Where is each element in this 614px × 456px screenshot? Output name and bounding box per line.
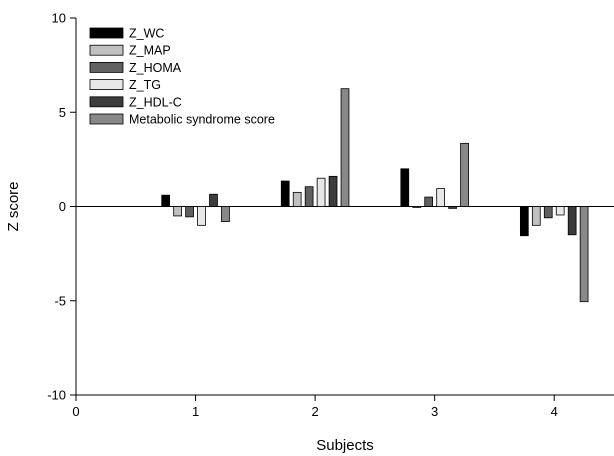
legend-label: Z_TG [129, 78, 161, 92]
bars [161, 88, 589, 303]
bar-metabolic-syndrome-score-subject-2 [340, 88, 350, 207]
x-tick-label: 4 [551, 404, 558, 419]
y-tick-label: -10 [47, 388, 66, 403]
legend-swatch [89, 113, 124, 125]
legend-swatch [89, 27, 124, 39]
bar-z-map-subject-4 [531, 206, 541, 226]
legend-label: Z_HDL-C [129, 95, 182, 109]
bar-z-wc-subject-4 [519, 206, 529, 237]
legend-swatch [89, 44, 124, 56]
legend-swatch [89, 79, 124, 90]
bar-z-hdl-c-subject-3 [448, 206, 457, 209]
bar-z-tg-subject-3 [436, 188, 445, 207]
legend-swatch [89, 62, 124, 73]
legend-swatch [89, 96, 124, 108]
bar-z-wc-subject-3 [400, 168, 410, 207]
y-tick-label: 10 [52, 11, 66, 26]
y-tick-label: 5 [59, 105, 66, 120]
bar-z-map-subject-3 [412, 206, 422, 208]
y-tick-label: -5 [54, 293, 66, 308]
x-tick-label: 0 [72, 404, 79, 419]
bar-metabolic-syndrome-score-subject-4 [579, 206, 589, 303]
bar-z-tg-subject-2 [316, 177, 326, 207]
bar-z-hdl-c-subject-4 [567, 206, 577, 236]
bar-z-map-subject-2 [292, 191, 302, 207]
bar-z-tg-subject-4 [555, 206, 565, 216]
y-tick-label: 0 [59, 199, 66, 214]
x-tick-label: 3 [431, 404, 438, 419]
x-axis-ticks: 0 1 2 3 4 [72, 395, 558, 419]
bar-metabolic-syndrome-score-subject-1 [221, 206, 230, 222]
bar-z-map-subject-1 [173, 206, 182, 217]
bar-z-homa-subject-3 [424, 196, 434, 207]
bar-z-tg-subject-1 [197, 206, 206, 226]
bar-z-hdl-c-subject-2 [328, 175, 338, 207]
bar-z-homa-subject-2 [304, 186, 314, 207]
bar-z-homa-subject-4 [543, 206, 553, 219]
y-axis-title: Z score [5, 181, 22, 231]
x-tick-label: 2 [311, 404, 318, 419]
legend-label: Z_WC [129, 27, 164, 41]
legend-label: Z_HOMA [129, 61, 182, 75]
legend-label: Z_MAP [129, 44, 171, 58]
x-axis-title: Subjects [316, 437, 374, 454]
legend-label: Metabolic syndrome score [129, 113, 275, 127]
bar-z-wc-subject-2 [280, 180, 290, 207]
y-axis-ticks: -10 -5 0 5 10 [47, 11, 76, 403]
x-tick-label: 1 [192, 404, 199, 419]
bar-z-wc-subject-1 [161, 194, 171, 207]
bar-metabolic-syndrome-score-subject-3 [460, 142, 469, 207]
legend: Z_WC Z_MAP Z_HOMA Z_TG Z_HDL-C Metabolic synd… [89, 27, 275, 127]
bar-z-hdl-c-subject-1 [209, 193, 218, 207]
bar-z-homa-subject-1 [185, 206, 194, 218]
